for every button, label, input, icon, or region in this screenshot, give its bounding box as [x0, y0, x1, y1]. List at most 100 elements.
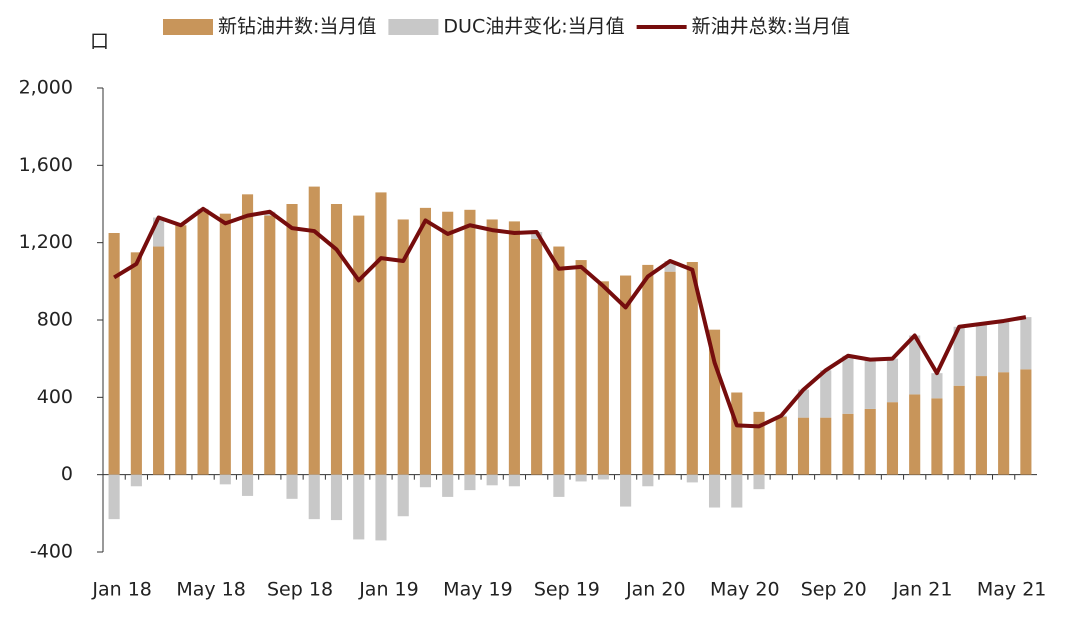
bar [575, 260, 587, 475]
bar [464, 474, 476, 491]
x-tick-label: May 19 [443, 579, 513, 601]
bar [708, 329, 721, 475]
bar [130, 252, 142, 475]
bar [886, 402, 899, 475]
bar [197, 211, 209, 475]
bar [953, 385, 965, 475]
bar [620, 275, 632, 475]
bar [330, 204, 343, 475]
x-tick-label: Jan 18 [91, 579, 152, 601]
bar [820, 417, 832, 475]
bar [998, 372, 1010, 475]
bar [998, 320, 1010, 373]
bar [153, 217, 165, 247]
bar [575, 474, 587, 482]
line [113, 206, 1027, 429]
bar [108, 474, 120, 520]
bar [842, 355, 854, 414]
bar [486, 219, 498, 475]
legend-label: DUC油井变化:当月值 [443, 16, 624, 38]
bar [375, 474, 387, 541]
bar [219, 474, 231, 485]
bar [308, 474, 320, 520]
bar [731, 474, 743, 508]
y-tick-label: 1,600 [19, 154, 73, 176]
x-tick-label: Jan 21 [892, 579, 953, 601]
y-tick-label: 1,200 [19, 231, 73, 253]
y-tick-label: 800 [37, 309, 73, 331]
x-tick-label: Jan 20 [625, 579, 686, 601]
bar [241, 474, 254, 496]
x-tick-label: Jan 19 [358, 579, 419, 601]
bar [753, 411, 765, 475]
bar [686, 474, 698, 483]
bar [508, 221, 520, 475]
bar [686, 262, 698, 475]
bar [286, 204, 298, 475]
y-tick-label: 2,000 [19, 77, 73, 99]
bar [931, 373, 943, 399]
legend-swatch [163, 19, 213, 35]
bar [219, 213, 231, 475]
bar [975, 323, 987, 377]
bar [1020, 317, 1032, 370]
bar [642, 264, 654, 475]
bar [308, 186, 320, 475]
x-tick-label: May 20 [710, 579, 780, 601]
bar [820, 370, 832, 418]
bar [330, 474, 343, 521]
bar [597, 281, 609, 475]
bar [909, 335, 921, 395]
x-tick-label: Sep 18 [267, 579, 333, 601]
bar [664, 271, 676, 475]
bar [419, 474, 432, 488]
bar [108, 233, 120, 475]
bar [353, 474, 365, 540]
bar [775, 416, 787, 475]
bar [664, 261, 676, 272]
bar [909, 394, 921, 475]
bar [975, 376, 987, 475]
y-tick-label: -400 [30, 541, 73, 563]
bar [553, 474, 565, 497]
bar [486, 474, 498, 486]
bar [397, 474, 409, 517]
bar [864, 359, 876, 409]
bar [153, 246, 165, 475]
bar [642, 474, 654, 487]
bar [175, 225, 187, 475]
bar [597, 474, 609, 480]
bar [797, 389, 810, 418]
bar [620, 474, 632, 507]
bar [442, 474, 454, 497]
bar [753, 474, 765, 490]
x-tick-label: Sep 20 [801, 579, 867, 601]
x-tick-label: Sep 19 [534, 579, 600, 601]
bar [531, 238, 543, 475]
bar [130, 474, 142, 487]
bar [931, 398, 943, 475]
bar [797, 417, 810, 475]
y-axis-label: 口 [90, 31, 109, 53]
bar [241, 194, 254, 475]
bar [464, 209, 476, 475]
bar [731, 392, 743, 475]
bar [864, 408, 876, 475]
bar [397, 219, 409, 475]
bar [264, 215, 276, 475]
bar [953, 326, 965, 386]
y-tick-label: 0 [61, 463, 73, 485]
bar [553, 246, 565, 475]
bar [1020, 369, 1032, 475]
legend-label: 新油井总数:当月值 [692, 16, 850, 38]
x-tick-label: May 21 [977, 579, 1047, 601]
bar [508, 474, 520, 487]
x-tick-label: May 18 [176, 579, 246, 601]
bar [286, 474, 298, 499]
bar [353, 215, 365, 475]
y-tick-label: 400 [37, 386, 73, 408]
bar [442, 211, 454, 475]
legend-swatch [388, 19, 439, 35]
bar [842, 413, 854, 475]
